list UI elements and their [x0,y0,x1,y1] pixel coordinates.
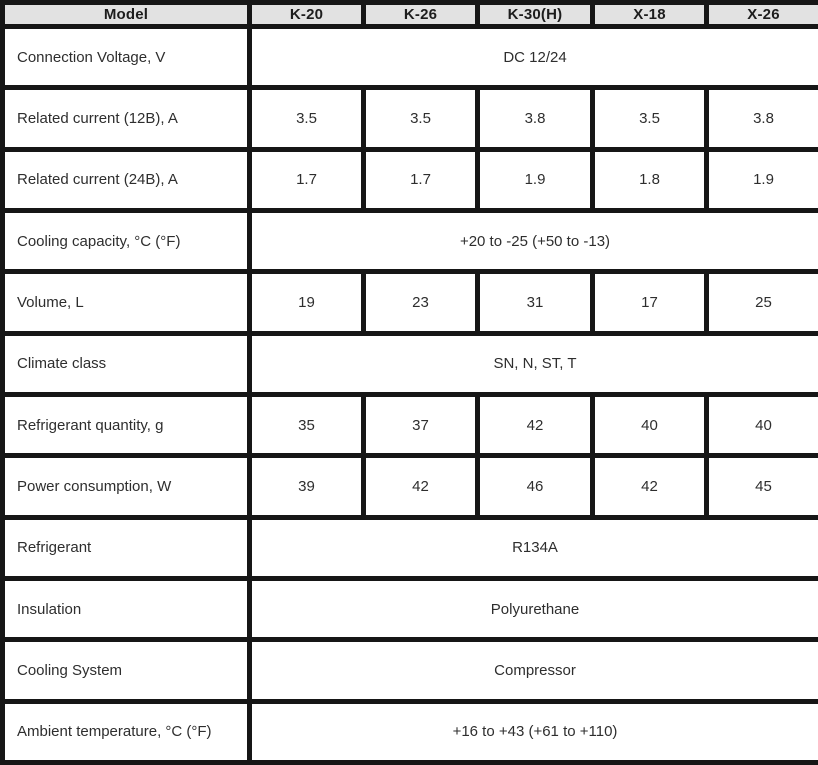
cell-value: 42 [475,391,595,459]
cell-value: 17 [590,269,709,336]
cell-value: 42 [590,453,709,520]
table-row-insulation: Insulation Polyurethane [0,575,818,643]
table-row-ambient-temperature: Ambient temperature, °C (°F) +16 to +43 … [0,698,818,765]
column-header-k20: K-20 [247,0,366,29]
cell-value: 1.7 [247,146,366,213]
cell-value: 45 [704,453,818,520]
column-header-model: Model [0,0,252,29]
table-row-refrigerant: Refrigerant R134A [0,514,818,581]
row-label: Climate class [0,330,252,397]
column-header-x26: X-26 [704,0,818,29]
row-value-spanned: +16 to +43 (+61 to +110) [247,698,818,765]
row-value-spanned: SN, N, ST, T [247,330,818,397]
row-value-spanned: Compressor [247,637,818,704]
cell-value: 1.8 [590,146,709,213]
cell-value: 1.7 [361,146,480,213]
cell-value: 19 [247,269,366,336]
row-label: Cooling System [0,637,252,704]
row-label: Ambient temperature, °C (°F) [0,698,252,765]
row-label: Power consumption, W [0,453,252,520]
row-label: Connection Voltage, V [0,23,252,91]
row-label: Insulation [0,575,252,643]
row-label: Refrigerant quantity, g [0,391,252,459]
table-row-connection-voltage: Connection Voltage, V DC 12/24 [0,23,818,91]
row-label: Cooling capacity, °C (°F) [0,207,252,275]
column-header-x18: X-18 [590,0,709,29]
cell-value: 3.5 [361,85,480,152]
row-label: Volume, L [0,269,252,336]
column-header-k26: K-26 [361,0,480,29]
table-row-related-current-24b: Related current (24B), A 1.7 1.7 1.9 1.8… [0,146,818,213]
table-row-climate-class: Climate class SN, N, ST, T [0,330,818,397]
table-row-volume: Volume, L 19 23 31 17 25 [0,269,818,336]
table-row-related-current-12b: Related current (12B), A 3.5 3.5 3.8 3.5… [0,85,818,152]
cell-value: 3.5 [590,85,709,152]
cell-value: 25 [704,269,818,336]
cell-value: 31 [475,269,595,336]
cell-value: 3.5 [247,85,366,152]
row-label: Related current (24B), A [0,146,252,213]
cell-value: 40 [590,391,709,459]
table-row-cooling-system: Cooling System Compressor [0,637,818,704]
cell-value: 35 [247,391,366,459]
row-label: Related current (12B), A [0,85,252,152]
row-label: Refrigerant [0,514,252,581]
row-value-spanned: R134A [247,514,818,581]
cell-value: 23 [361,269,480,336]
cell-value: 3.8 [704,85,818,152]
cell-value: 42 [361,453,480,520]
table-row-cooling-capacity: Cooling capacity, °C (°F) +20 to -25 (+5… [0,207,818,275]
table-row-refrigerant-quantity: Refrigerant quantity, g 35 37 42 40 40 [0,391,818,459]
cell-value: 1.9 [475,146,595,213]
cell-value: 3.8 [475,85,595,152]
header-row: Model K-20 K-26 K-30(H) X-18 X-26 [0,0,818,29]
cell-value: 40 [704,391,818,459]
row-value-spanned: DC 12/24 [247,23,818,91]
row-value-spanned: +20 to -25 (+50 to -13) [247,207,818,275]
cell-value: 37 [361,391,480,459]
cell-value: 46 [475,453,595,520]
row-value-spanned: Polyurethane [247,575,818,643]
cell-value: 39 [247,453,366,520]
table-row-power-consumption: Power consumption, W 39 42 46 42 45 [0,453,818,520]
cell-value: 1.9 [704,146,818,213]
column-header-k30h: K-30(H) [475,0,595,29]
